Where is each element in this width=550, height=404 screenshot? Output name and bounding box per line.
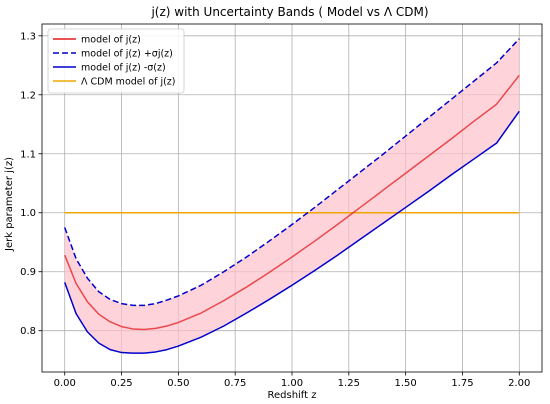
- legend-entry-label: model of j(z) +σj(z): [81, 49, 173, 60]
- x-tick-label: 0.00: [54, 378, 76, 389]
- legend-entry-label: model of j(z): [81, 35, 141, 46]
- legend-box: [47, 28, 185, 94]
- x-tick-label: 1.75: [451, 378, 473, 389]
- legend-entry-label: model of j(z) -σ(z): [81, 63, 166, 74]
- y-tick-label: 0.8: [20, 326, 36, 337]
- y-axis-ticks: 0.8 0.9 1.0 1.1 1.2 1.3: [20, 31, 42, 337]
- y-tick-label: 1.1: [20, 149, 36, 160]
- x-tick-label: 1.25: [338, 378, 360, 389]
- legend: model of j(z) model of j(z) +σj(z) model o…: [47, 28, 185, 94]
- y-tick-label: 0.9: [20, 267, 36, 278]
- series-line-0: [64, 74, 520, 331]
- y-axis-label: Jerk parameter j(z): [4, 157, 15, 252]
- x-tick-label: 1.50: [395, 378, 417, 389]
- x-tick-label: 0.75: [224, 378, 246, 389]
- y-tick-label: 1.0: [20, 208, 36, 219]
- x-tick-label: 2.00: [508, 378, 530, 389]
- y-tick-label: 1.2: [20, 90, 36, 101]
- series-lines: [64, 38, 520, 354]
- chart-title: j(z) with Uncertainty Bands ( Model vs Λ…: [150, 5, 428, 19]
- series-line-1: [64, 38, 520, 307]
- x-tick-label: 0.25: [110, 378, 132, 389]
- series-line-2: [64, 110, 520, 354]
- x-tick-label: 0.50: [167, 378, 189, 389]
- x-axis-label: Redshift z: [267, 390, 316, 401]
- x-tick-label: 1.00: [281, 378, 303, 389]
- x-axis-ticks: 0.00 0.25 0.50 0.75 1.00 1.25 1.50 1.75 2.00: [54, 372, 530, 389]
- legend-entry-label: Λ CDM model of j(z): [81, 77, 176, 88]
- y-tick-label: 1.3: [20, 31, 36, 42]
